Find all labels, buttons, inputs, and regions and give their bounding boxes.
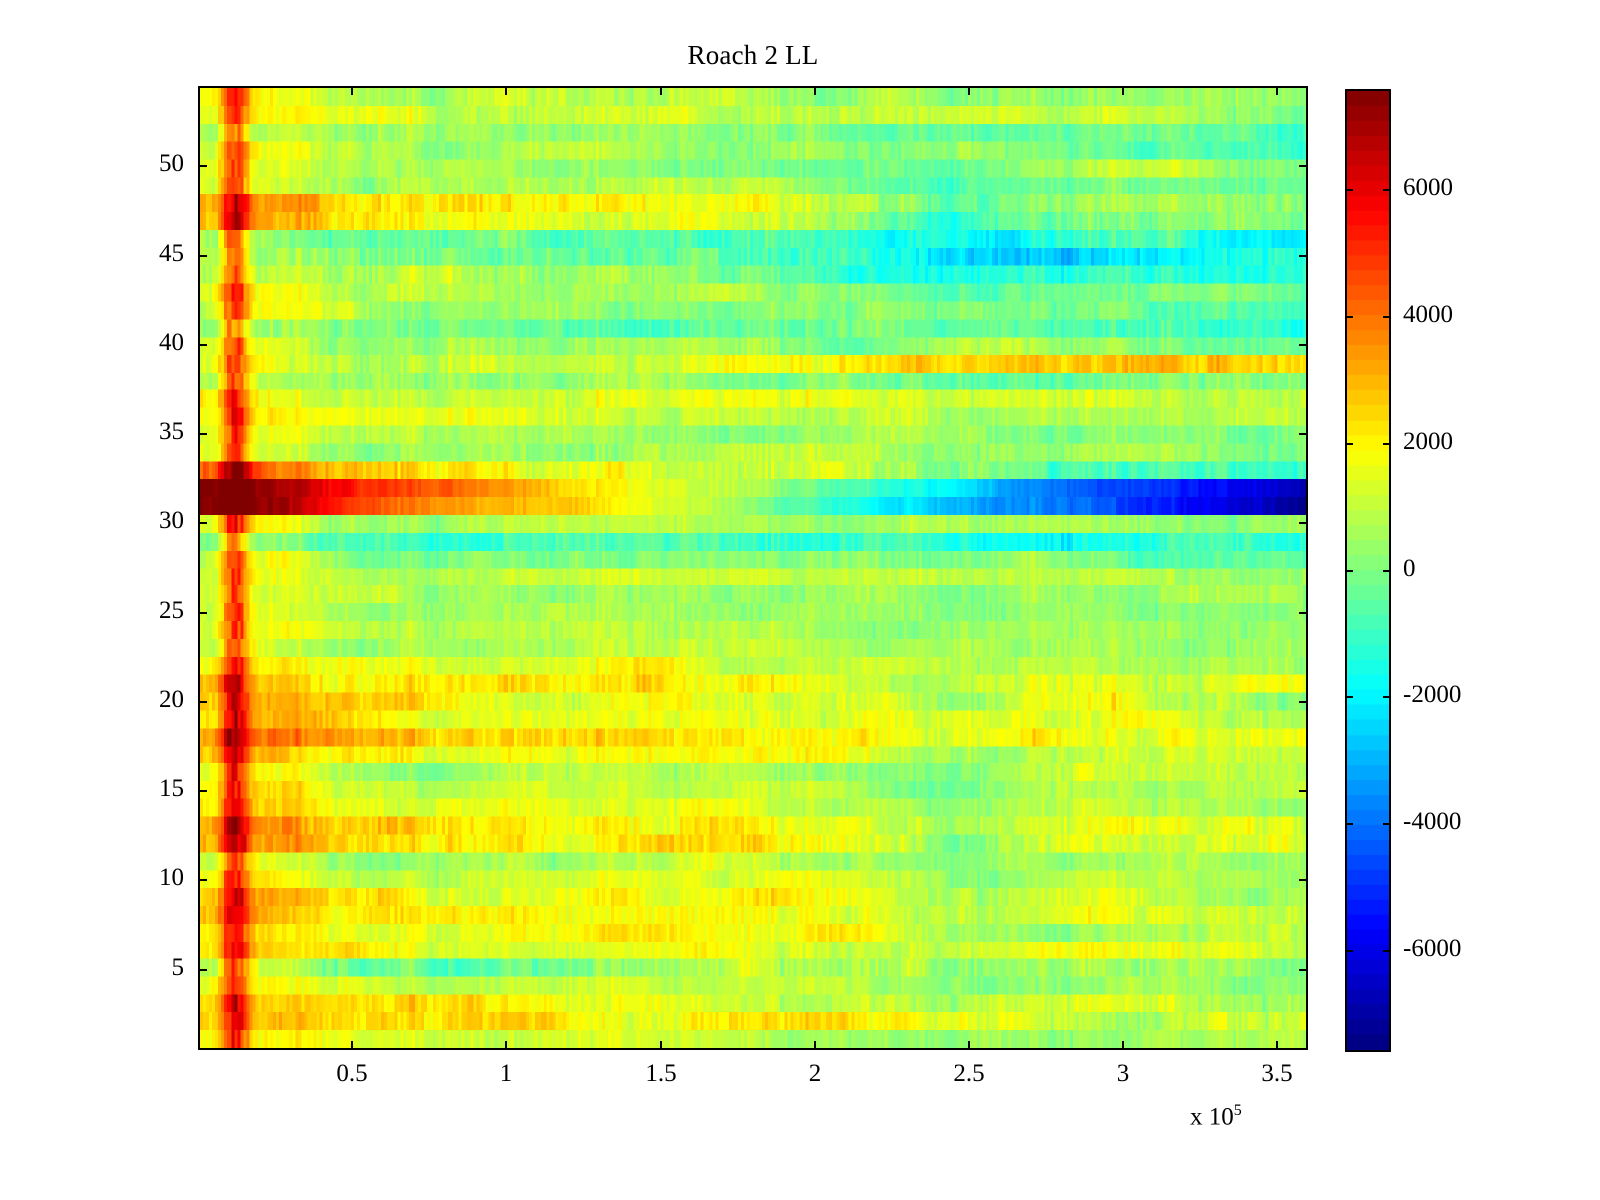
- colorbar-tick-right: [1383, 189, 1391, 191]
- x-axis-tick-label: 2.5: [953, 1060, 985, 1087]
- y-axis-tick-right: [1299, 879, 1308, 881]
- colorbar-tick: [1345, 443, 1353, 445]
- colorbar-tick: [1345, 316, 1353, 318]
- colorbar-gradient: [1347, 91, 1389, 1050]
- x-axis-tick-top: [1122, 86, 1124, 95]
- x-axis-tick-top: [1276, 86, 1278, 95]
- colorbar-tick-label: 4000: [1403, 301, 1453, 328]
- y-axis-tick-label: 5: [171, 954, 185, 981]
- x-axis-exponent-label: x 105: [1190, 1102, 1242, 1131]
- y-axis-tick-label: 25: [159, 597, 184, 624]
- x-axis-tick: [968, 1041, 970, 1050]
- colorbar-tick: [1345, 570, 1353, 572]
- y-axis-tick-label: 20: [159, 686, 184, 713]
- y-axis-tick-label: 10: [159, 864, 184, 891]
- y-axis-tick-label: 30: [159, 507, 184, 534]
- colorbar-tick-right: [1383, 443, 1391, 445]
- x-axis-tick-label: 1.5: [645, 1060, 677, 1087]
- x-axis-tick: [1276, 1041, 1278, 1050]
- x-axis-tick: [1122, 1041, 1124, 1050]
- colorbar-tick-label: 2000: [1403, 428, 1453, 455]
- colorbar-tick-right: [1383, 950, 1391, 952]
- page-title: Roach 2 LL: [687, 40, 819, 70]
- x-axis-tick-label: 2: [808, 1060, 822, 1087]
- colorbar-tick: [1345, 823, 1353, 825]
- y-axis-tick-right: [1299, 612, 1308, 614]
- colorbar-tick: [1345, 189, 1353, 191]
- y-axis-tick-right: [1299, 969, 1308, 971]
- colorbar-tick: [1345, 696, 1353, 698]
- colorbar-tick-label: 0: [1403, 555, 1416, 582]
- y-axis-tick-right: [1299, 255, 1308, 257]
- y-axis-tick: [198, 522, 207, 524]
- y-axis-tick-label: 35: [159, 418, 184, 445]
- x-axis-tick-top: [351, 86, 353, 95]
- y-axis-tick-label: 15: [159, 775, 184, 802]
- y-axis-tick-right: [1299, 344, 1308, 346]
- y-axis-tick: [198, 701, 207, 703]
- x-axis-tick: [814, 1041, 816, 1050]
- y-axis-tick: [198, 612, 207, 614]
- heatmap-axes[interactable]: [198, 86, 1308, 1050]
- y-axis-tick: [198, 433, 207, 435]
- y-axis-tick: [198, 255, 207, 257]
- y-axis-tick-label: 50: [159, 150, 184, 177]
- y-axis-tick-label: 45: [159, 240, 184, 267]
- x-axis-tick-label: 3.5: [1261, 1060, 1293, 1087]
- y-axis-tick: [198, 165, 207, 167]
- x-axis-tick: [660, 1041, 662, 1050]
- y-axis-tick: [198, 790, 207, 792]
- y-axis-tick-right: [1299, 165, 1308, 167]
- heatmap-image: [200, 88, 1306, 1048]
- x-axis-tick: [505, 1041, 507, 1050]
- y-axis-tick-right: [1299, 790, 1308, 792]
- x-exponent-mantissa: x 10: [1190, 1103, 1234, 1131]
- x-exponent-power: 5: [1233, 1102, 1242, 1119]
- x-axis-tick-top: [505, 86, 507, 95]
- colorbar-tick-label: -4000: [1403, 808, 1462, 835]
- colorbar-tick-right: [1383, 316, 1391, 318]
- y-axis-tick-right: [1299, 701, 1308, 703]
- colorbar-tick-label: -2000: [1403, 681, 1462, 708]
- x-axis-tick-label: 0.5: [336, 1060, 368, 1087]
- colorbar-tick-right: [1383, 696, 1391, 698]
- colorbar-tick-label: -6000: [1403, 935, 1462, 962]
- colorbar-tick-right: [1383, 570, 1391, 572]
- y-axis-tick-label: 40: [159, 329, 184, 356]
- x-axis-tick: [351, 1041, 353, 1050]
- y-axis-tick-right: [1299, 433, 1308, 435]
- colorbar-tick: [1345, 950, 1353, 952]
- colorbar-tick-right: [1383, 823, 1391, 825]
- x-axis-tick-top: [660, 86, 662, 95]
- x-axis-tick-top: [814, 86, 816, 95]
- y-axis-tick: [198, 879, 207, 881]
- x-axis-tick-label: 3: [1116, 1060, 1130, 1087]
- y-axis-tick-right: [1299, 522, 1308, 524]
- x-axis-tick-label: 1: [499, 1060, 513, 1087]
- y-axis-tick: [198, 969, 207, 971]
- colorbar-tick-label: 6000: [1403, 174, 1453, 201]
- x-axis-tick-top: [968, 86, 970, 95]
- y-axis-tick: [198, 344, 207, 346]
